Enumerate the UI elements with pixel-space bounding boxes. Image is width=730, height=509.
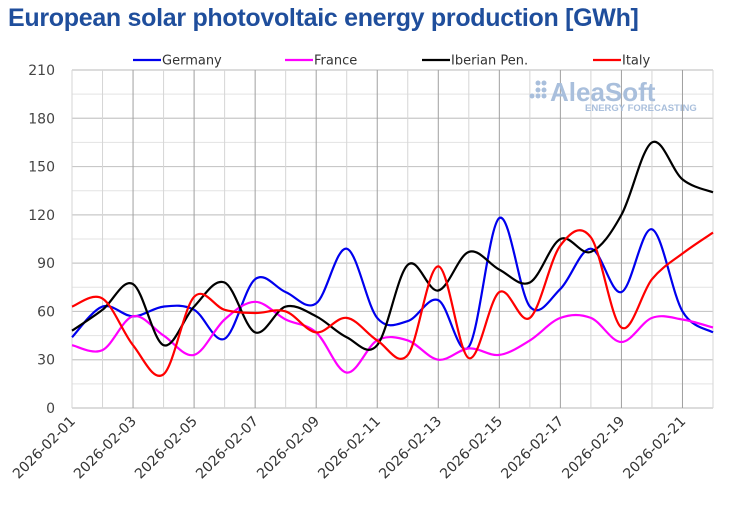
series-line-france (71, 300, 714, 374)
series-line-italy (71, 229, 714, 377)
watermark-logo: AleaSoft ENERGY FORECASTING (529, 77, 697, 114)
y-tick-label: 0 (46, 401, 55, 417)
legend-label: Italy (622, 54, 651, 69)
y-tick-label: 210 (28, 63, 55, 79)
x-axis: 2026-02-012026-02-032026-02-052026-02-07… (10, 414, 689, 483)
grid (71, 69, 714, 409)
watermark-tagline: ENERGY FORECASTING (585, 103, 697, 114)
x-tick-label: 2026-02-17 (498, 414, 567, 483)
x-tick-label: 2026-02-21 (620, 414, 689, 483)
y-tick-label: 150 (28, 160, 55, 176)
x-tick-label: 2026-02-19 (559, 414, 628, 483)
logo-dot (535, 80, 541, 86)
logo-dot (541, 80, 547, 86)
x-tick-label: 2026-02-11 (315, 414, 384, 483)
series-line-germany (71, 216, 714, 351)
x-tick-label: 2026-02-01 (10, 414, 79, 483)
y-tick-label: 90 (37, 256, 55, 272)
series-line-iberian-pen (71, 140, 714, 351)
chart-title: European solar photovoltaic energy produ… (8, 4, 639, 32)
watermark-brand: AleaSoft (550, 77, 656, 107)
x-tick-label: 2026-02-05 (132, 414, 201, 483)
x-tick-label: 2026-02-03 (71, 414, 140, 483)
x-tick-label: 2026-02-15 (437, 414, 506, 483)
y-tick-label: 180 (28, 111, 55, 127)
y-axis: 0 30 60 90 120 150 180 210 (28, 63, 55, 417)
logo-dot (541, 93, 547, 99)
y-tick-label: 30 (37, 353, 55, 369)
legend-label: France (314, 54, 357, 69)
x-tick-label: 2026-02-09 (254, 414, 323, 483)
x-tick-label: 2026-02-07 (193, 414, 262, 483)
legend-label: Germany (162, 54, 222, 69)
y-tick-label: 60 (37, 304, 55, 320)
x-tick-label: 2026-02-13 (376, 414, 445, 483)
legend: Germany France Iberian Pen. Italy (133, 54, 651, 69)
legend-label: Iberian Pen. (451, 54, 528, 69)
series-lines (71, 140, 714, 377)
logo-dot (535, 87, 541, 93)
logo-dot (535, 93, 541, 99)
y-tick-label: 120 (28, 208, 55, 224)
logo-dot (541, 87, 547, 93)
logo-dot (529, 93, 535, 99)
